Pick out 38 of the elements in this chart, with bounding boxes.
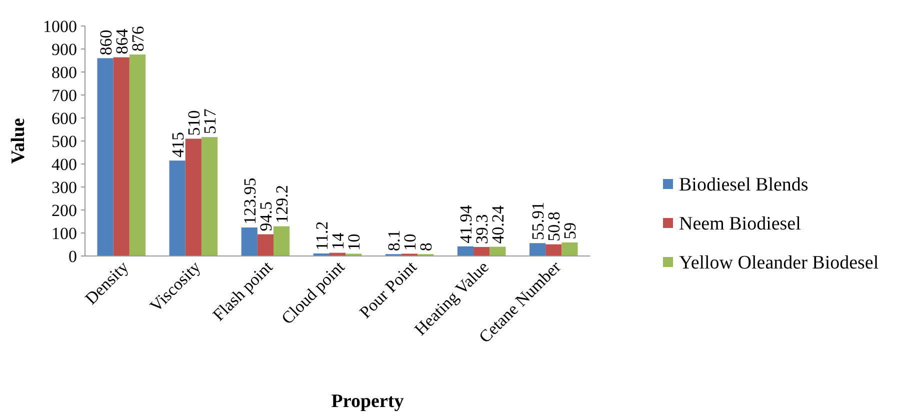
y-tick-label: 600 (52, 108, 77, 128)
y-tick-label: 100 (52, 224, 77, 243)
y-tick-label: 300 (52, 178, 77, 197)
y-tick-label: 900 (52, 40, 77, 59)
data-label: 517 (200, 108, 220, 134)
y-tick-label: 500 (52, 132, 77, 151)
y-axis-title: Value (8, 118, 29, 164)
data-label: 14 (328, 232, 348, 250)
bar (474, 246, 490, 256)
data-label: 8.1 (384, 230, 404, 252)
y-tick-label: 1000 (43, 16, 77, 36)
data-label: 129.2 (272, 185, 292, 224)
bar (529, 243, 546, 256)
bar (457, 246, 474, 256)
data-label: 41.94 (456, 204, 476, 244)
bar (257, 234, 274, 256)
y-tick-label: 200 (52, 200, 77, 220)
legend-label: Neem Biodiesel (679, 214, 801, 235)
bar (562, 242, 578, 256)
bar (274, 226, 290, 256)
bar (546, 244, 562, 256)
legend-label: Yellow Oleander Biodesel (679, 252, 879, 274)
bar (129, 54, 146, 256)
bar (241, 227, 258, 256)
data-label: 11.2 (312, 221, 332, 250)
y-tick-label: 700 (52, 86, 77, 105)
y-tick-label: 400 (52, 154, 77, 174)
legend-label: Biodiesel Blends (679, 174, 808, 196)
y-tick-label: 800 (52, 62, 77, 82)
bar (185, 138, 202, 256)
y-tick-label: 0 (68, 246, 77, 266)
bar (113, 57, 130, 256)
bar (201, 137, 218, 256)
bar (97, 58, 114, 256)
data-label: 10 (344, 234, 364, 251)
x-axis-title: Property (331, 391, 404, 412)
bar (169, 160, 186, 256)
bar (490, 246, 506, 256)
